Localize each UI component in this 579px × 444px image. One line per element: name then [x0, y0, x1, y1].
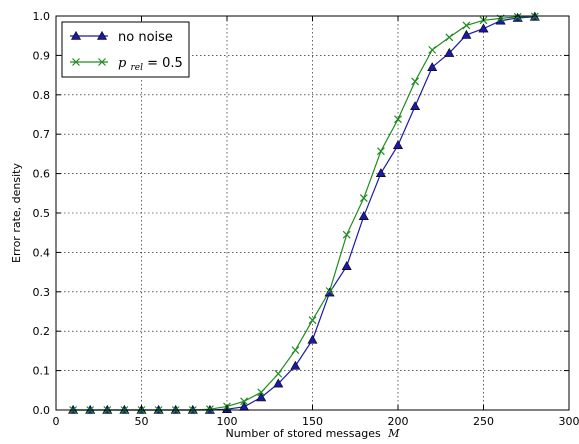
legend-box: [61, 21, 190, 78]
y-tick-label: 0.9: [33, 49, 51, 62]
y-tick-label: 0.7: [33, 128, 51, 141]
x-axis-label-var: M: [387, 427, 400, 440]
data-point-triangle: [256, 392, 267, 402]
y-tick-label: 1.0: [33, 10, 51, 23]
data-point-x: [462, 21, 471, 30]
axis-ticks: 0 50 100 150 200 250 300 0.0 0.1 0.2 0.3 0.4 0.5 0.6 0…: [33, 10, 579, 428]
y-tick-label: 0.4: [33, 246, 51, 259]
x-axis-label: Number of stored messages M: [225, 427, 400, 440]
data-point-x: [274, 369, 283, 378]
y-axis-label: Error rate, density: [10, 163, 23, 263]
x-axis-label-text: Number of stored messages: [225, 427, 381, 440]
data-point-x: [359, 194, 368, 202]
data-point-x: [342, 230, 351, 239]
data-point-x: [513, 12, 522, 21]
data-point-x: [308, 316, 317, 325]
data-point-triangle: [341, 261, 352, 270]
legend-label-prel-sub: rel: [130, 63, 143, 73]
data-point-triangle: [307, 334, 318, 344]
y-tick-label: 0.1: [33, 365, 51, 378]
data-point-x: [291, 346, 300, 355]
y-tick-label: 0.5: [33, 207, 51, 220]
x-tick-label: 0: [53, 415, 60, 428]
legend-label-prel: p rel = 0.5: [118, 56, 183, 74]
data-point-triangle: [427, 62, 438, 72]
data-point-x: [325, 287, 334, 295]
legend-label-prel-var: p: [118, 56, 127, 71]
data-point-triangle: [478, 23, 489, 33]
data-point-triangle: [358, 211, 369, 220]
data-point-x: [428, 45, 437, 54]
data-point-x: [411, 77, 420, 86]
data-point-x: [205, 405, 214, 414]
data-point-x: [240, 397, 249, 406]
data-point-triangle: [410, 101, 421, 111]
x-tick-label: 50: [135, 415, 149, 428]
data-point-triangle: [239, 401, 250, 411]
legend-marker-x-1: [72, 58, 80, 66]
data-point-triangle: [461, 29, 472, 39]
data-point-triangle: [444, 47, 455, 57]
data-point-x: [394, 115, 402, 124]
y-tick-label: 0.2: [33, 325, 51, 338]
data-point-x: [257, 388, 266, 397]
legend-label-prel-rest: = 0.5: [147, 56, 183, 71]
legend-marker-triangle-1: [70, 30, 82, 40]
legend: no noise p rel = 0.5: [61, 21, 190, 78]
x-tick-label: 100: [217, 415, 238, 428]
x-tick-label: 250: [473, 415, 494, 428]
x-tick-label: 300: [559, 415, 579, 428]
legend-marker-x-2: [98, 58, 106, 66]
x-tick-label: 200: [388, 415, 409, 428]
data-point-triangle: [290, 360, 301, 370]
data-point-triangle: [273, 378, 284, 388]
legend-marker-triangle-2: [96, 30, 108, 40]
y-tick-label: 0.6: [33, 168, 51, 181]
y-tick-label: 0.3: [33, 286, 51, 299]
data-point-x: [376, 147, 385, 156]
data-point-x: [445, 33, 454, 42]
data-point-triangle: [375, 168, 386, 178]
legend-label-no-noise: no noise: [118, 30, 173, 45]
x-tick-label: 150: [302, 415, 323, 428]
y-tick-label: 0.0: [33, 404, 51, 417]
y-tick-label: 0.8: [33, 89, 51, 102]
data-point-triangle: [392, 140, 404, 150]
